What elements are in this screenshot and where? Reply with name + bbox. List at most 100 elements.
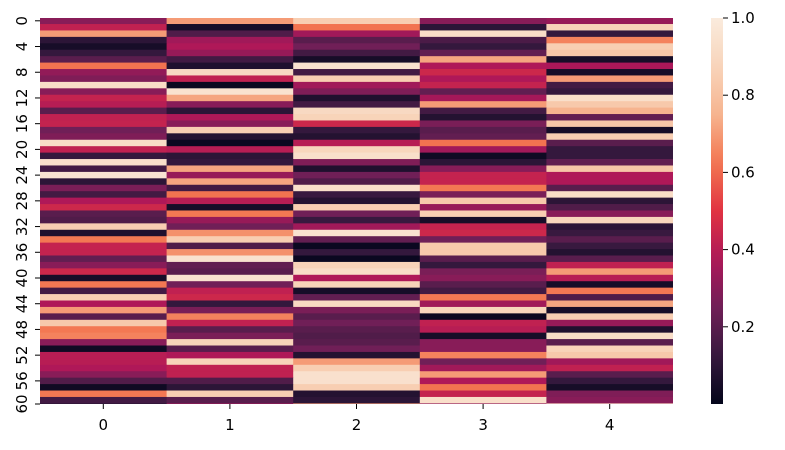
heatmap-cell — [546, 390, 673, 398]
heatmap-cell — [546, 49, 673, 57]
heatmap-cell — [166, 332, 294, 340]
colorbar-tick-label: 0.8 — [731, 86, 755, 104]
heatmap-cell — [166, 69, 294, 76]
heatmap-cell — [40, 120, 168, 128]
heatmap-cell — [293, 191, 421, 199]
heatmap-cell — [40, 364, 168, 372]
heatmap-cell — [40, 88, 168, 96]
heatmap-cell — [40, 332, 168, 340]
heatmap-cell — [166, 43, 294, 51]
heatmap-cell — [40, 249, 168, 256]
heatmap-cell — [40, 261, 168, 269]
heatmap-cell — [546, 332, 673, 340]
heatmap-cell — [293, 274, 421, 282]
heatmap-cell — [546, 229, 673, 237]
heatmap-cell — [546, 146, 673, 154]
heatmap-cell — [419, 294, 547, 302]
heatmap-cell — [419, 274, 547, 282]
heatmap-cell — [419, 364, 547, 372]
heatmap-cell — [419, 159, 547, 166]
colorbar — [711, 18, 723, 404]
heatmap-cell — [293, 223, 421, 231]
heatmap-cell — [419, 81, 547, 89]
heatmap-cell — [546, 152, 673, 160]
heatmap-cell — [546, 364, 673, 372]
heatmap-cell — [293, 377, 421, 385]
heatmap-cell — [293, 18, 421, 25]
y-tick-label: 32 — [13, 217, 31, 236]
heatmap-cell — [293, 306, 421, 314]
heatmap-cell — [419, 133, 547, 141]
heatmap-cell — [293, 24, 421, 31]
heatmap-cell — [419, 165, 547, 173]
y-tick-label: 56 — [13, 371, 31, 390]
heatmap-cell — [166, 223, 294, 231]
heatmap-cell — [293, 139, 421, 147]
heatmap-cell — [166, 249, 294, 256]
heatmap-cell — [40, 56, 168, 64]
heatmap-cell — [546, 261, 673, 269]
heatmap-cell — [419, 62, 547, 70]
heatmap-cell — [166, 236, 294, 244]
heatmap-cell — [293, 159, 421, 166]
heatmap-cell — [419, 94, 547, 102]
heatmap-cell — [293, 107, 421, 115]
heatmap-cell — [40, 43, 168, 51]
heatmap-cell — [546, 184, 673, 192]
heatmap-cell — [166, 242, 294, 250]
heatmap-cell — [419, 261, 547, 269]
heatmap-cell — [419, 101, 547, 109]
heatmap-cell — [40, 216, 168, 224]
heatmap-cell — [419, 358, 547, 366]
heatmap-cell — [293, 94, 421, 102]
heatmap-cell — [166, 114, 294, 121]
heatmap-cell — [293, 81, 421, 89]
heatmap-cell — [40, 49, 168, 57]
heatmap-cell — [40, 152, 168, 160]
heatmap-cell — [546, 191, 673, 199]
heatmap-cell — [166, 184, 294, 192]
heatmap-cell — [546, 358, 673, 366]
y-tick-label: 16 — [13, 114, 31, 133]
heatmap-cell — [293, 326, 421, 334]
heatmap-cell — [166, 281, 294, 289]
heatmap-cell — [293, 171, 421, 179]
heatmap-cell — [293, 351, 421, 359]
x-tick-label: 2 — [352, 416, 362, 434]
heatmap-cells — [40, 18, 673, 404]
heatmap-cell — [419, 319, 547, 327]
colorbar-tick-label: 0.4 — [731, 241, 755, 259]
heatmap-cell — [546, 319, 673, 327]
heatmap-cell — [419, 268, 547, 276]
heatmap-cell — [293, 30, 421, 38]
heatmap-cell — [40, 133, 168, 141]
heatmap-cell — [293, 69, 421, 76]
heatmap-cell — [40, 339, 168, 347]
colorbar-axis: 0.2 0.4 0.6 0.8 1.0 — [723, 9, 755, 336]
heatmap-cell — [546, 165, 673, 173]
heatmap-cell — [546, 120, 673, 128]
heatmap-cell — [40, 345, 168, 353]
heatmap-cell — [293, 114, 421, 121]
heatmap-cell — [546, 313, 673, 321]
heatmap-cell — [40, 242, 168, 250]
y-tick-label: 36 — [13, 243, 31, 262]
heatmap-cell — [419, 326, 547, 334]
heatmap-cell — [546, 274, 673, 282]
heatmap-cell — [40, 191, 168, 199]
heatmap-cell — [40, 229, 168, 237]
heatmap-cell — [40, 358, 168, 366]
heatmap-cell — [40, 319, 168, 327]
heatmap-cell — [546, 81, 673, 89]
heatmap-cell — [166, 133, 294, 141]
heatmap-cell — [40, 101, 168, 109]
heatmap-cell — [419, 36, 547, 44]
heatmap-cell — [546, 43, 673, 51]
heatmap-cell — [419, 107, 547, 115]
heatmap-cell — [40, 81, 168, 89]
heatmap-cell — [546, 56, 673, 64]
heatmap-cell — [166, 36, 294, 44]
heatmap-cell — [419, 229, 547, 237]
heatmap-cell — [40, 326, 168, 334]
